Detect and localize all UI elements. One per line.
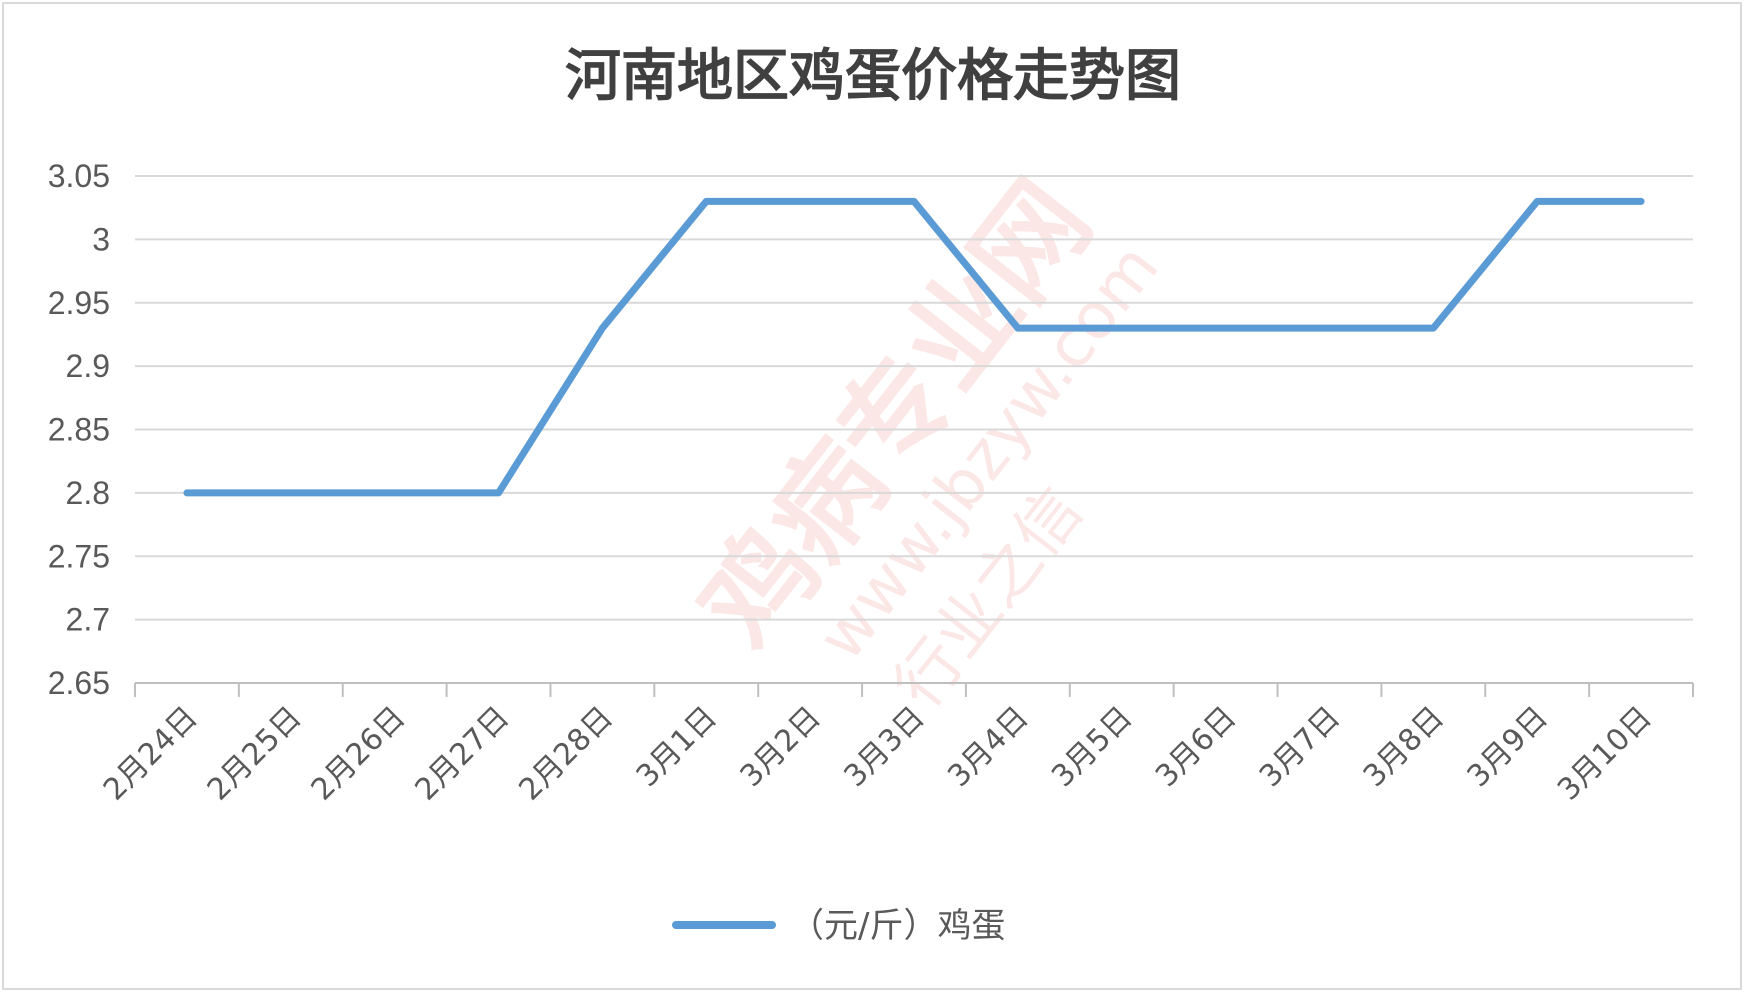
y-tick-label: 2.65 — [48, 665, 110, 701]
legend: （元/斤）鸡蛋 — [672, 906, 1005, 946]
x-tick-label: 3月1日 — [630, 700, 724, 794]
x-tick-label: 2月27日 — [409, 700, 517, 808]
x-tick-label: 3月4日 — [941, 700, 1035, 794]
y-tick-label: 2.75 — [48, 538, 110, 574]
y-tick-label: 2.8 — [66, 475, 110, 511]
watermark: 鸡病专业网 www.jbzyw.com 行业之信 — [676, 158, 1174, 721]
x-tick-label: 3月10日 — [1551, 700, 1659, 808]
x-tick-label: 2月25日 — [201, 700, 309, 808]
series-layer — [183, 197, 1645, 497]
x-tick-label: 3月2日 — [734, 700, 828, 794]
x-tick-label: 3月6日 — [1149, 700, 1243, 794]
y-tick-label: 3.05 — [48, 158, 110, 194]
x-tick-label: 2月24日 — [97, 700, 205, 808]
x-tick-label: 2月28日 — [512, 700, 620, 808]
y-tick-label: 2.7 — [66, 602, 110, 638]
x-tick-label: 3月7日 — [1253, 700, 1347, 794]
x-tick-label: 3月3日 — [837, 700, 931, 794]
y-tick-label: 2.95 — [48, 285, 110, 321]
chart-title: 河南地区鸡蛋价格走势图 — [565, 44, 1181, 109]
x-tick-label: 3月8日 — [1357, 700, 1451, 794]
series-line-0 — [183, 197, 1645, 497]
y-axis-ticks: 3.05 3 2.95 2.9 2.85 2.8 2.75 2.7 2.65 — [48, 158, 110, 701]
y-tick-label: 3 — [92, 221, 110, 257]
y-tick-label: 2.85 — [48, 412, 110, 448]
legend-label: （元/斤）鸡蛋 — [790, 906, 1005, 946]
gridlines — [135, 175, 1693, 621]
y-tick-label: 2.9 — [66, 348, 110, 384]
x-tick-label: 2月26日 — [305, 700, 413, 808]
x-tick-label: 3月5日 — [1045, 700, 1139, 794]
x-tick-label: 3月9日 — [1461, 700, 1555, 794]
